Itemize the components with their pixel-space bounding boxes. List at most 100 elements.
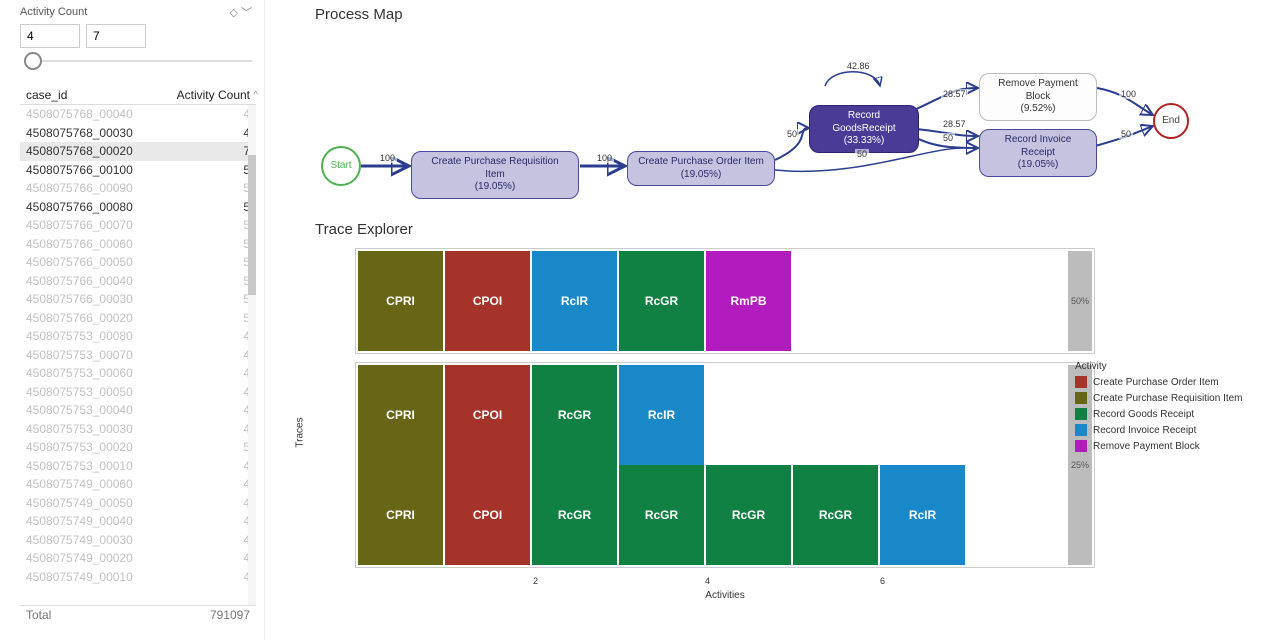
- legend-item[interactable]: Remove Payment Block: [1075, 440, 1243, 452]
- trace-cell[interactable]: CPOI: [445, 465, 532, 565]
- cell-case-id: 4508075768_00040: [26, 106, 226, 123]
- cell-count: 4: [226, 347, 250, 364]
- trace-cell[interactable]: CPRI: [358, 251, 445, 351]
- cell-count: 4: [226, 476, 250, 493]
- table-row[interactable]: 4508075753_000104: [20, 457, 256, 476]
- table-row[interactable]: 4508075766_000905: [20, 179, 256, 198]
- trace-cell[interactable]: RcGR: [619, 251, 706, 351]
- trace-cell[interactable]: RcGR: [706, 465, 793, 565]
- trace-cell[interactable]: RmPB: [706, 251, 793, 351]
- trace-row[interactable]: CPRICPOIRcGRRcIR: [358, 365, 1068, 465]
- trace-row[interactable]: CPRICPOIRcGRRcGRRcGRRcGRRcIR: [358, 465, 1068, 565]
- trace-cell[interactable]: RcGR: [532, 465, 619, 565]
- trace-cell[interactable]: CPOI: [445, 365, 532, 465]
- trace-cell[interactable]: CPRI: [358, 365, 445, 465]
- cell-case-id: 4508075766_00080: [26, 199, 226, 216]
- trace-chart[interactable]: CPRICPOIRcIRRcGRRmPB50%CPRICPOIRcGRRcIRC…: [355, 248, 1095, 568]
- table-row[interactable]: 4508075753_000704: [20, 346, 256, 365]
- cell-case-id: 4508075753_00040: [26, 402, 226, 419]
- cell-count: 4: [226, 532, 250, 549]
- edge-label: 50: [1119, 129, 1133, 139]
- chevron-down-icon[interactable]: ﹀: [241, 7, 252, 19]
- process-node-end[interactable]: End: [1153, 103, 1189, 139]
- table-row[interactable]: 4508075766_000505: [20, 253, 256, 272]
- table-row[interactable]: 4508075768_000404: [20, 105, 256, 124]
- process-node-rcgr[interactable]: Record GoodsReceipt (33.33%): [809, 105, 919, 153]
- trace-cell[interactable]: CPRI: [358, 465, 445, 565]
- legend-item[interactable]: Record Goods Receipt: [1075, 408, 1243, 420]
- legend-swatch: [1075, 440, 1087, 452]
- trace-cell[interactable]: CPOI: [445, 251, 532, 351]
- process-map[interactable]: Start Create Purchase Requisition Item (…: [315, 33, 1215, 213]
- legend-swatch: [1075, 408, 1087, 420]
- table-row[interactable]: 4508075766_000405: [20, 272, 256, 291]
- table-total-row: Total 791097: [20, 605, 256, 624]
- table-row[interactable]: 4508075766_001005: [20, 161, 256, 180]
- col-activity-count[interactable]: Activity Count: [177, 88, 250, 102]
- trace-cell[interactable]: RcIR: [619, 365, 706, 465]
- process-node-rcir[interactable]: Record Invoice Receipt (19.05%): [979, 129, 1097, 177]
- edge-label: 100: [1119, 89, 1138, 99]
- cell-count: 5: [226, 162, 250, 179]
- cell-case-id: 4508075768_00020: [26, 143, 226, 160]
- legend-label: Record Goods Receipt: [1093, 409, 1194, 420]
- legend-item[interactable]: Record Invoice Receipt: [1075, 424, 1243, 436]
- table-row[interactable]: 4508075749_000604: [20, 475, 256, 494]
- table-row[interactable]: 4508075766_000705: [20, 216, 256, 235]
- table-row[interactable]: 4508075766_000205: [20, 309, 256, 328]
- edge-label: 28.57: [941, 119, 968, 129]
- edge-label: 50: [785, 129, 799, 139]
- process-map-title: Process Map: [315, 6, 1260, 23]
- table-row[interactable]: 4508075753_000504: [20, 383, 256, 402]
- table-row[interactable]: 4508075749_000204: [20, 549, 256, 568]
- edge-label: 100: [378, 153, 397, 163]
- cell-case-id: 4508075766_00060: [26, 236, 226, 253]
- eraser-icon[interactable]: ◇: [229, 7, 237, 19]
- table-row[interactable]: 4508075753_000604: [20, 364, 256, 383]
- table-row[interactable]: 4508075753_000304: [20, 420, 256, 439]
- edge-label: 42.86: [845, 61, 872, 71]
- table-row[interactable]: 4508075749_000504: [20, 494, 256, 513]
- slider-track[interactable]: [24, 60, 252, 62]
- table-row[interactable]: 4508075768_000207: [20, 142, 256, 161]
- trace-cell[interactable]: RcGR: [793, 465, 880, 565]
- edge-label: 100: [595, 153, 614, 163]
- cell-count: 5: [226, 273, 250, 290]
- trace-cell[interactable]: RcGR: [532, 365, 619, 465]
- table-row[interactable]: 4508075766_000305: [20, 290, 256, 309]
- table-row[interactable]: 4508075766_000605: [20, 235, 256, 254]
- trace-row[interactable]: CPRICPOIRcIRRcGRRmPB: [358, 251, 1068, 351]
- legend-item[interactable]: Create Purchase Requisition Item: [1075, 392, 1243, 404]
- col-case-id[interactable]: case_id: [26, 88, 67, 102]
- cell-case-id: 4508075753_00010: [26, 458, 226, 475]
- legend-item[interactable]: Create Purchase Order Item: [1075, 376, 1243, 388]
- table-row[interactable]: 4508075749_000304: [20, 531, 256, 550]
- process-node-start[interactable]: Start: [321, 146, 361, 186]
- cell-case-id: 4508075753_00050: [26, 384, 226, 401]
- cell-count: 4: [226, 384, 250, 401]
- sort-caret-icon[interactable]: ^: [253, 90, 258, 101]
- legend-label: Create Purchase Order Item: [1093, 377, 1219, 388]
- trace-cell[interactable]: RcIR: [880, 465, 967, 565]
- slicer-min-input[interactable]: [20, 24, 80, 48]
- slider-thumb[interactable]: [24, 52, 42, 70]
- table-row[interactable]: 4508075768_000304: [20, 124, 256, 143]
- process-node-cpoi[interactable]: Create Purchase Order Item (19.05%): [627, 151, 775, 186]
- table-row[interactable]: 4508075753_000804: [20, 327, 256, 346]
- trace-cell[interactable]: RcGR: [619, 465, 706, 565]
- slicer-max-input[interactable]: [86, 24, 146, 48]
- slicer-header: Activity Count ◇ ﹀: [20, 4, 256, 20]
- table-row[interactable]: 4508075766_000805: [20, 198, 256, 217]
- cell-case-id: 4508075749_00020: [26, 550, 226, 567]
- trace-cell[interactable]: RcIR: [532, 251, 619, 351]
- trace-row-group: CPRICPOIRcGRRcIRCPRICPOIRcGRRcGRRcGRRcGR…: [355, 362, 1095, 568]
- scrollbar-thumb[interactable]: [248, 155, 256, 295]
- table-row[interactable]: 4508075749_000404: [20, 512, 256, 531]
- table-row[interactable]: 4508075753_000205: [20, 438, 256, 457]
- cell-count: 5: [226, 439, 250, 456]
- cell-case-id: 4508075749_00030: [26, 532, 226, 549]
- table-row[interactable]: 4508075749_000104: [20, 568, 256, 587]
- process-node-rmpb[interactable]: Remove Payment Block (9.52%): [979, 73, 1097, 121]
- process-node-cpri[interactable]: Create Purchase Requisition Item (19.05%…: [411, 151, 579, 199]
- table-row[interactable]: 4508075753_000404: [20, 401, 256, 420]
